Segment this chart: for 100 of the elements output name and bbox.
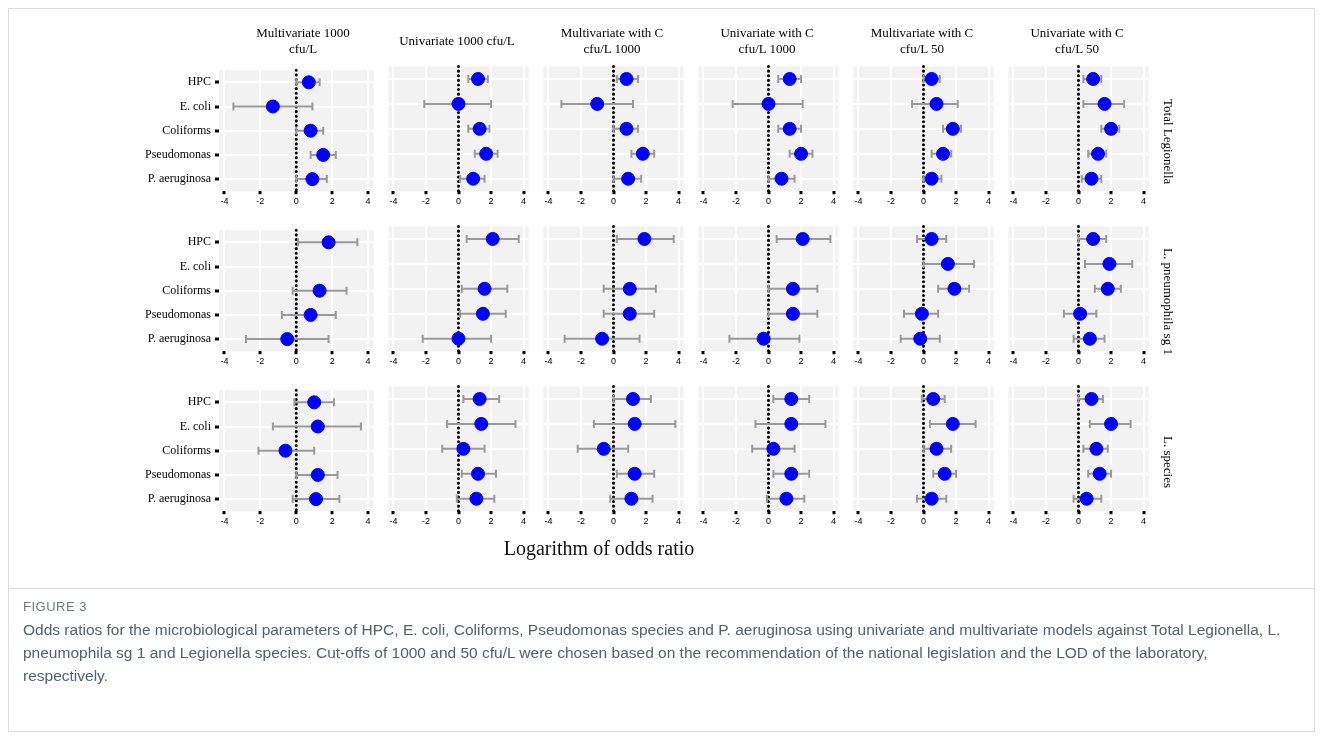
y-tick-label: Pseudomonas xyxy=(145,307,212,322)
x-tick-label: 0 xyxy=(920,356,927,367)
x-tick-label: -2 xyxy=(731,196,740,207)
x-tick-label: -2 xyxy=(886,516,895,527)
x-tick-label: 0 xyxy=(610,196,617,207)
x-tick-label: -4 xyxy=(544,356,553,367)
x-tick-label: -4 xyxy=(699,196,708,207)
x-tick-label: 2 xyxy=(953,196,959,207)
x-tick-label: 2 xyxy=(1108,196,1114,207)
x-tick-label: 4 xyxy=(1141,516,1147,527)
x-tick-label: -2 xyxy=(576,516,585,527)
x-tick-label: 2 xyxy=(798,356,804,367)
text: Odds ratios for the microbiological parameters of HPC, E. coli, Coliforms, Pseudomonas species and P. aeruginosa using univariate and multivariate models against Total Legionella, L. pneumophila sg 1 and Legionella species. Cut-offs of 1000 and 50 cfu/L were chosen based on the recommendation of the national legislation and the LOD of the laboratory, respectively. xyxy=(23,620,1282,686)
x-tick-label: -4 xyxy=(1009,196,1018,207)
y-tick-label: HPC xyxy=(187,234,211,249)
x-tick-label: 2 xyxy=(798,196,804,207)
x-tick-label: 2 xyxy=(488,356,494,367)
x-tick-label: 4 xyxy=(1141,196,1147,207)
x-tick-label: 0 xyxy=(610,516,617,527)
x-tick-label: 0 xyxy=(455,196,462,207)
y-tick-label: Coliforms xyxy=(162,282,212,297)
x-tick-label: -4 xyxy=(389,356,398,367)
text: FIGURE 3 xyxy=(23,599,88,614)
x-tick-label: 0 xyxy=(455,356,462,367)
x-tick-label: 0 xyxy=(765,516,772,527)
x-tick-label: 2 xyxy=(798,516,804,527)
x-tick-label: 4 xyxy=(521,516,527,527)
x-tick-label: 0 xyxy=(920,196,927,207)
y-tick-label: P. aeruginosa xyxy=(147,491,212,506)
x-tick-label: 4 xyxy=(676,196,682,207)
x-tick-label: 0 xyxy=(293,356,299,367)
text: Logarithm of odds ratio xyxy=(502,537,696,560)
x-tick-label: 2 xyxy=(953,516,959,527)
x-tick-label: 4 xyxy=(986,196,992,207)
x-tick-label: 4 xyxy=(521,196,527,207)
x-tick-label: -2 xyxy=(886,356,895,367)
x-tick-label: 0 xyxy=(293,516,299,527)
x-tick-label: -2 xyxy=(421,356,430,367)
x-tick-label: 2 xyxy=(643,356,649,367)
x-tick-label: -4 xyxy=(699,356,708,367)
x-tick-label: -2 xyxy=(731,516,740,527)
y-tick-label: Pseudomonas xyxy=(145,147,212,162)
y2-axis-title: L. pneumophila sg 1 xyxy=(1160,248,1176,355)
x-tick-label: 0 xyxy=(1075,356,1082,367)
x-tick-label: 0 xyxy=(920,516,927,527)
x-tick-label: -2 xyxy=(421,516,430,527)
x-tick-label: -2 xyxy=(256,196,265,207)
x-tick-label: -4 xyxy=(544,196,553,207)
x-tick-label: 4 xyxy=(986,356,992,367)
chart-title: Univariate with C cfu/L 50 xyxy=(1029,24,1125,58)
x-tick-label: -4 xyxy=(220,196,229,207)
x-tick-label: 2 xyxy=(643,516,649,527)
x-tick-label: -2 xyxy=(576,356,585,367)
y-tick-label: E. coli xyxy=(179,418,212,433)
x-tick-label: -4 xyxy=(1009,516,1018,527)
x-tick-label: -2 xyxy=(1041,196,1050,207)
x-tick-label: 2 xyxy=(329,196,335,207)
x-tick-label: 0 xyxy=(765,196,772,207)
x-tick-label: 4 xyxy=(831,516,837,527)
x-tick-label: 0 xyxy=(610,356,617,367)
x-tick-label: 2 xyxy=(1108,516,1114,527)
x-tick-label: 0 xyxy=(293,196,299,207)
x-tick-label: -4 xyxy=(389,196,398,207)
x-tick-label: 4 xyxy=(365,356,371,367)
y-tick-label: Coliforms xyxy=(162,122,212,137)
y-tick-label: HPC xyxy=(187,74,211,89)
x-tick-label: 4 xyxy=(831,196,837,207)
y-tick-label: E. coli xyxy=(179,98,212,113)
chart-title: Multivariate 1000 cfu/L xyxy=(255,24,351,58)
x-tick-label: -2 xyxy=(1041,516,1050,527)
x-tick-label: 4 xyxy=(676,516,682,527)
x-tick-label: 2 xyxy=(329,516,335,527)
chart-title: Multivariate with C cfu/L 50 xyxy=(869,24,975,58)
chart-title: Univariate 1000 cfu/L xyxy=(398,32,516,50)
x-tick-label: 4 xyxy=(831,356,837,367)
x-tick-label: 0 xyxy=(1075,196,1082,207)
y-tick-label: Coliforms xyxy=(162,442,212,457)
chart-title: Univariate with C cfu/L 1000 xyxy=(719,24,815,58)
chart-title: Multivariate with C cfu/L 1000 xyxy=(559,24,665,58)
x-tick-label: -2 xyxy=(576,196,585,207)
x-tick-label: 4 xyxy=(986,516,992,527)
x-tick-label: 0 xyxy=(765,356,772,367)
y-tick-label: HPC xyxy=(187,394,211,409)
x-tick-label: -2 xyxy=(731,356,740,367)
x-tick-label: -2 xyxy=(1041,356,1050,367)
x-tick-label: 2 xyxy=(953,356,959,367)
y-tick-label: E. coli xyxy=(179,258,212,273)
x-tick-label: 4 xyxy=(1141,356,1147,367)
x-tick-label: -2 xyxy=(421,196,430,207)
y-tick-label: P. aeruginosa xyxy=(147,171,212,186)
x-tick-label: -4 xyxy=(854,356,863,367)
x-tick-label: -4 xyxy=(220,356,229,367)
x-tick-label: 2 xyxy=(329,356,335,367)
x-tick-label: -2 xyxy=(886,196,895,207)
x-tick-label: -4 xyxy=(544,516,553,527)
x-tick-label: 0 xyxy=(455,516,462,527)
x-tick-label: 2 xyxy=(643,196,649,207)
x-tick-label: 4 xyxy=(521,356,527,367)
x-tick-label: -2 xyxy=(256,516,265,527)
x-tick-label: 2 xyxy=(1108,356,1114,367)
